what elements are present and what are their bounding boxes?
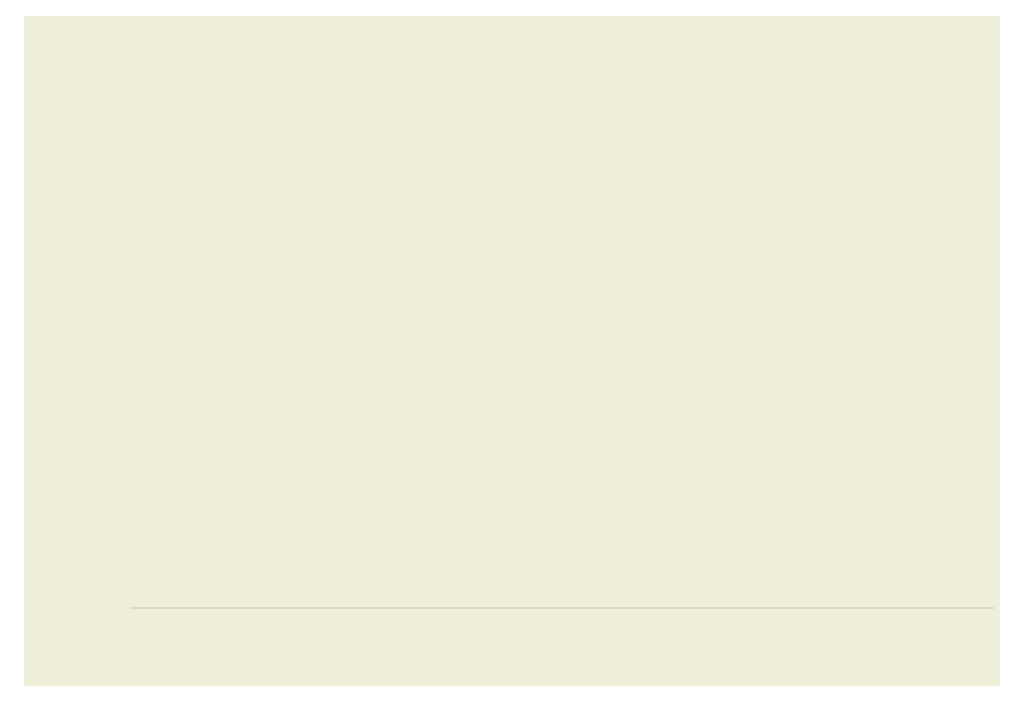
plot-panel [24,16,1000,686]
chart-svg [0,0,1024,702]
chart-container [0,0,1024,702]
